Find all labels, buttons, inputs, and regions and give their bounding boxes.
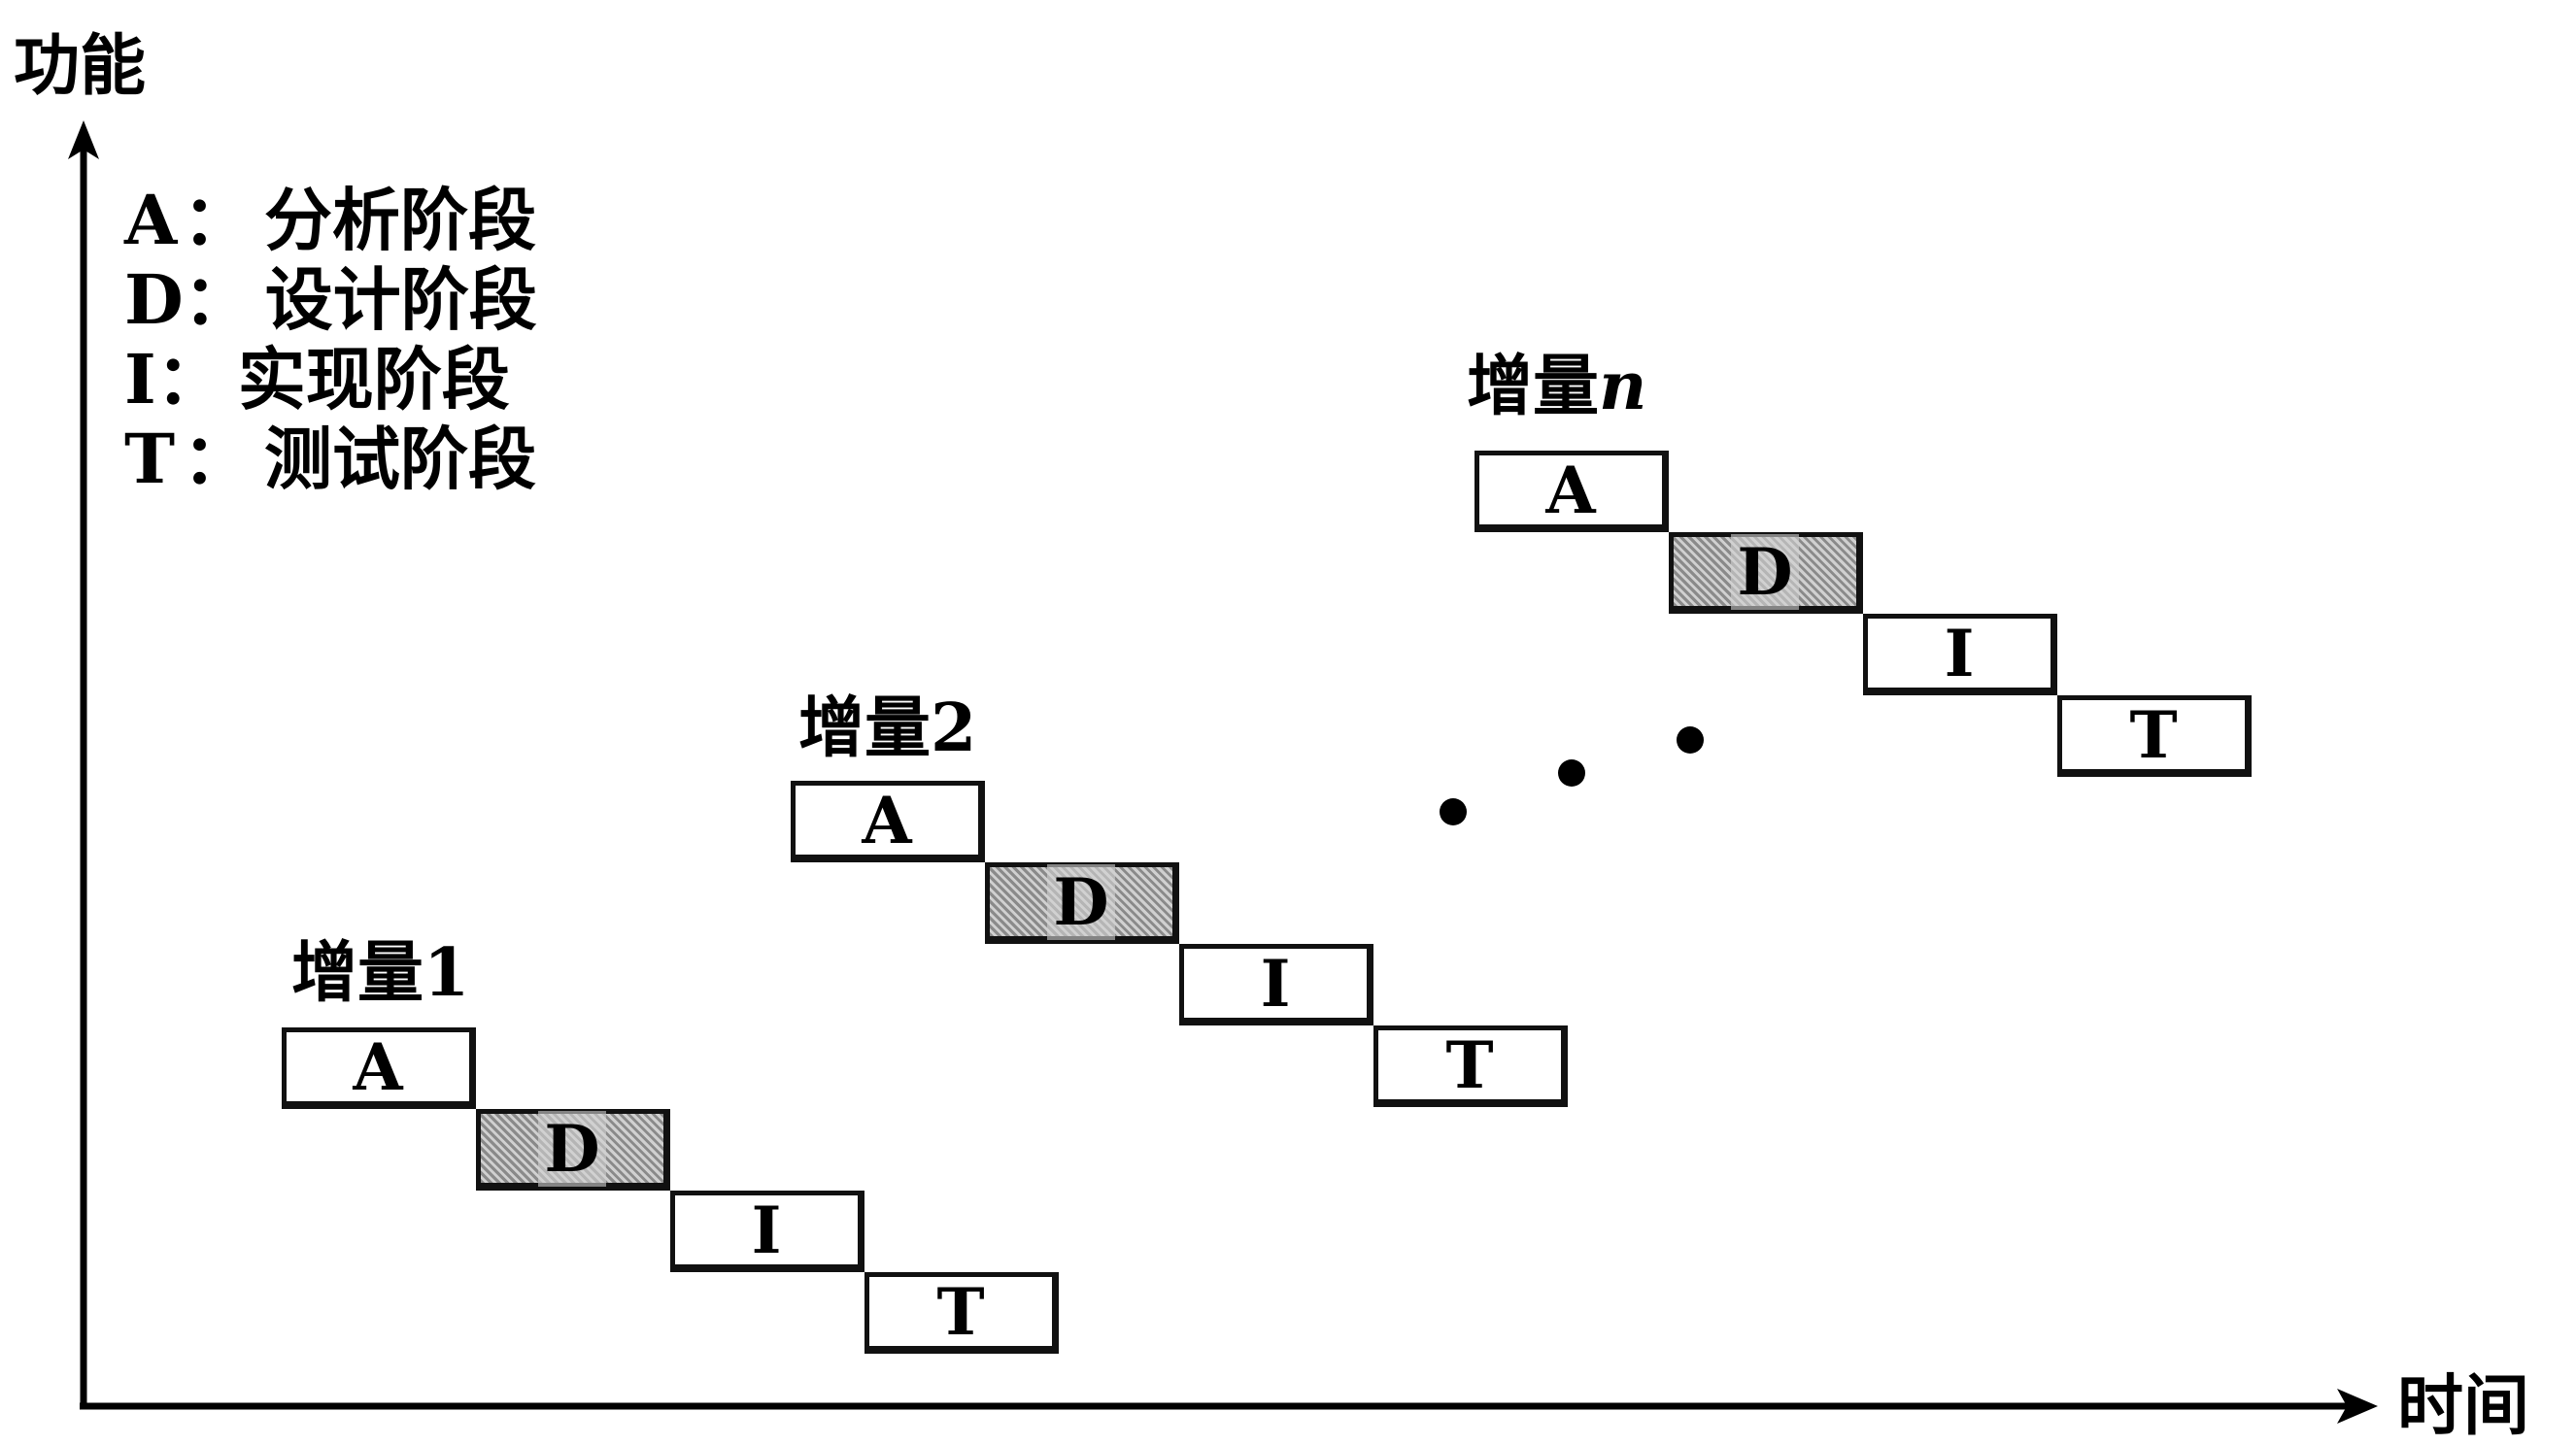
legend-key: T (124, 420, 183, 499)
y-axis-label: 功能 (14, 33, 146, 99)
ellipsis-dot-icon (1440, 798, 1467, 825)
increment-label-text: 增量2 (798, 689, 976, 767)
stage-analysis: A (1474, 451, 1669, 532)
legend-text: 设计阶段 (265, 259, 537, 340)
legend-separator: ： (183, 180, 251, 260)
stage-letter: A (353, 1029, 402, 1105)
stage-analysis: A (791, 781, 985, 862)
stage-testing: T (2057, 695, 2252, 777)
stage-implementation: I (1179, 944, 1373, 1025)
stage-testing: T (864, 1272, 1059, 1354)
legend: A： 分析阶段 D： 设计阶段 I： 实现阶段 T：测试阶段 (124, 181, 537, 499)
x-axis-label: 时间 (2397, 1373, 2529, 1439)
legend-key: D (124, 260, 184, 340)
stage-implementation: I (670, 1191, 864, 1272)
increment-label: 增量2 (798, 695, 976, 761)
stage-letter: A (862, 783, 911, 858)
stage-letter: A (1545, 453, 1595, 528)
stage-letter: T (936, 1274, 984, 1350)
stage-letter: T (1445, 1027, 1493, 1103)
legend-separator: ： (184, 259, 252, 340)
ellipsis-dot-icon (1558, 759, 1585, 787)
legend-item-design: D： 设计阶段 (124, 260, 537, 340)
legend-key: I (124, 340, 156, 420)
increment-label-text: 增量 (1467, 348, 1599, 425)
stage-letter: D (1047, 864, 1114, 940)
increment-label: 增量1 (291, 940, 469, 1006)
legend-item-implementation: I： 实现阶段 (124, 340, 537, 420)
legend-text: 实现阶段 (238, 339, 510, 420)
legend-item-analysis: A： 分析阶段 (124, 181, 537, 260)
increment-label-text: 增量1 (291, 934, 469, 1012)
stage-letter: I (1945, 616, 1975, 691)
stage-implementation: I (1863, 614, 2057, 695)
legend-separator: ： (156, 339, 224, 420)
stage-testing: T (1373, 1025, 1568, 1107)
stage-design: D (476, 1109, 670, 1191)
legend-key: A (124, 181, 183, 260)
increment-label: 增量n (1467, 353, 1646, 420)
stage-letter: D (1731, 534, 1798, 610)
stage-analysis: A (282, 1027, 476, 1109)
legend-separator: ： (183, 419, 251, 499)
stage-design: D (985, 862, 1179, 944)
stage-letter: D (538, 1111, 605, 1187)
legend-item-testing: T：测试阶段 (124, 420, 537, 499)
legend-text: 测试阶段 (264, 419, 536, 499)
stage-design: D (1669, 532, 1863, 614)
increment-label-suffix: n (1599, 348, 1646, 425)
ellipsis-dot-icon (1677, 726, 1704, 754)
stage-letter: T (2129, 697, 2177, 773)
stage-letter: I (1261, 946, 1291, 1022)
stage-letter: I (752, 1193, 782, 1268)
legend-text: 分析阶段 (264, 180, 536, 260)
